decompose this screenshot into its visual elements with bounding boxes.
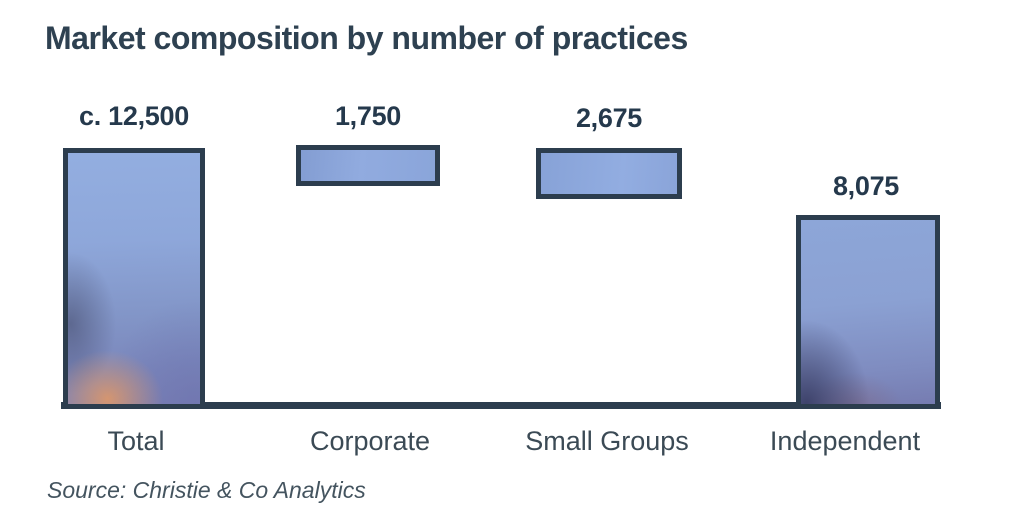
category-label-corporate: Corporate <box>309 426 431 456</box>
value-label-corporate: 1,750 <box>334 101 402 131</box>
x-axis-baseline <box>61 402 941 409</box>
bar-corporate <box>296 145 440 186</box>
source-attribution: Source: Christie & Co Analytics <box>47 477 366 503</box>
category-label-independent: Independent <box>769 426 921 456</box>
bar-total <box>63 148 205 409</box>
value-label-total: c. 12,500 <box>79 101 189 131</box>
category-label-small-groups: Small Groups <box>525 426 689 456</box>
category-label-total: Total <box>107 426 165 456</box>
bar-independent <box>796 215 940 409</box>
value-label-small-groups: 2,675 <box>575 103 643 133</box>
value-label-independent: 8,075 <box>832 171 900 201</box>
bar-small-groups <box>536 148 682 199</box>
chart-title: Market composition by number of practice… <box>45 20 688 56</box>
